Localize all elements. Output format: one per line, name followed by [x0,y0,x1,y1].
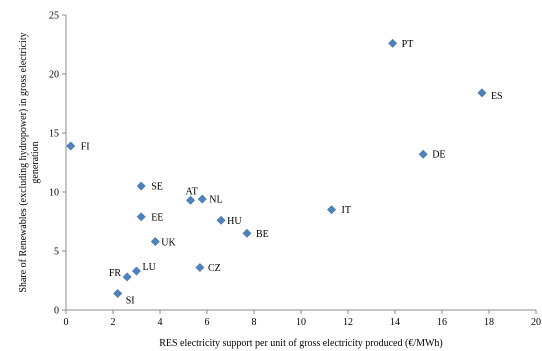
x-tick-label: 8 [252,317,257,328]
x-tick-label: 0 [64,317,69,328]
data-point-lu [131,266,142,276]
data-point-se [136,181,146,191]
data-label-ee: EE [151,212,163,223]
data-point-hu [216,215,226,225]
y-tick-label: 5 [54,247,59,258]
data-point-pt [388,38,398,48]
data-label-be: BE [256,229,269,240]
y-axis-title-line: Share of Renewables (excluding hydropowe… [18,32,29,292]
y-tick-label: 25 [49,11,59,22]
x-tick-label: 12 [343,317,353,328]
x-tick-label: 18 [484,317,494,328]
x-tick-label: 16 [437,317,447,328]
x-tick-label: 20 [531,317,541,328]
data-label-fr: FR [109,268,122,279]
data-point-at [185,195,196,205]
data-point-fi [66,141,76,151]
x-tick-label: 10 [296,317,306,328]
data-label-si: SI [126,295,135,306]
data-point-it [326,205,337,215]
data-label-nl: NL [209,195,222,206]
data-point-be [242,228,252,238]
data-point-ee [136,212,146,222]
data-point-si [113,288,123,299]
data-label-fi: FI [81,141,90,152]
data-point-nl [197,194,207,204]
data-point-de [418,149,428,159]
data-point-es [477,88,487,98]
data-label-lu: LU [143,262,157,273]
x-tick-label: 14 [390,317,400,328]
data-label-de: DE [432,150,445,161]
data-label-es: ES [491,91,503,102]
y-tick-label: 10 [49,188,59,199]
x-axis-title: RES electricity support per unit of gros… [159,338,443,349]
data-point-fr [122,272,132,282]
y-axis-title-line: generation [30,141,41,183]
plot-area: 0 2 4 6 8 10 12 14 16 18 20 0 5 10 15 20 25 FI SI FR LU SE EE U… [49,11,541,329]
x-tick-label: 6 [205,317,210,328]
data-label-at: AT [186,186,198,197]
data-label-uk: UK [161,238,176,249]
data-label-cz: CZ [208,263,221,274]
x-tick-label: 4 [158,317,163,328]
data-label-pt: PT [402,39,414,50]
y-tick-label: 0 [54,306,59,317]
data-point-cz [195,262,205,273]
data-label-hu: HU [227,216,242,227]
data-label-it: IT [342,205,351,216]
x-tick-label: 2 [111,317,116,328]
y-tick-label: 20 [49,70,59,81]
y-tick-label: 15 [49,129,59,140]
data-point-uk [150,237,160,247]
y-axis-title: Share of Renewables (excluding hydropowe… [18,32,41,292]
data-label-se: SE [151,182,163,193]
